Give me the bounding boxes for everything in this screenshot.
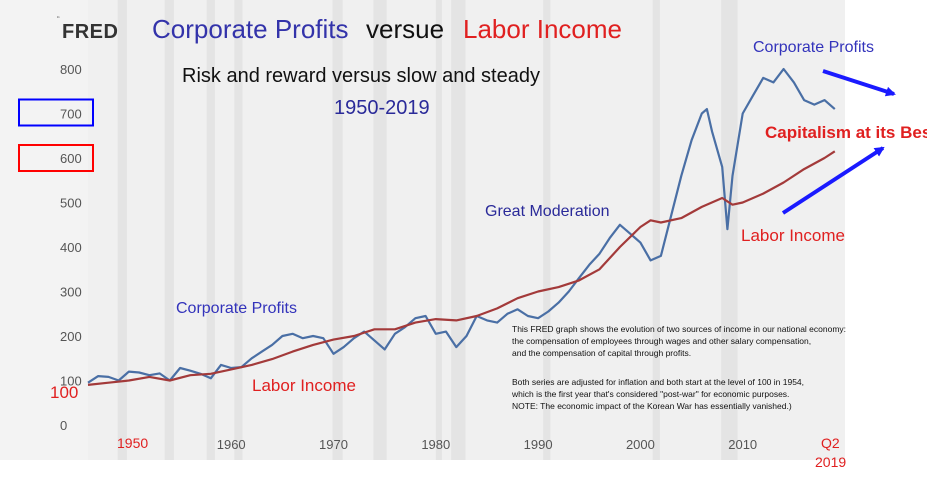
- y-tick-label: 700: [60, 107, 82, 122]
- chart-line-icon: “: [57, 15, 60, 24]
- series-lines: [87, 67, 836, 386]
- x-tick-label: 1960: [217, 437, 246, 452]
- x-tick-label: 1970: [319, 437, 348, 452]
- tick-700-highlight-box: [18, 98, 94, 127]
- label-100: 100: [50, 383, 78, 402]
- x-tick-label: 1990: [524, 437, 553, 452]
- plot-background: [0, 0, 845, 460]
- arrow-labor-income: [781, 146, 885, 215]
- y-axis-strip: [0, 0, 88, 460]
- recession-band: [373, 0, 387, 460]
- annotation-labor-income-right: Labor Income: [741, 226, 845, 245]
- annotation-capitalism: Capitalism at its Best: [765, 123, 927, 142]
- recession-bands: [117, 0, 738, 460]
- y-axis-ticks: 0 100 200 300 400 500 600 700 800: [60, 62, 82, 433]
- note-line: NOTE: The economic impact of the Korean …: [512, 401, 792, 411]
- title-versue: versue: [366, 14, 444, 44]
- y-tick-label: 600: [60, 151, 82, 166]
- recession-band: [652, 0, 660, 460]
- x-tick-label: 1980: [421, 437, 450, 452]
- fred-logo: “ FRED: [57, 15, 118, 43]
- recession-band: [543, 0, 551, 460]
- recession-band: [721, 0, 738, 460]
- title-labor-income: Labor Income: [463, 14, 622, 44]
- tick-600-highlight-box: [18, 144, 94, 172]
- y-tick-label: 300: [60, 285, 82, 300]
- y-tick-label: 500: [60, 196, 82, 211]
- note-line: This FRED graph shows the evolution of t…: [512, 324, 846, 334]
- x-axis-ticks: 1960 1970 1980 1990 2000 2010: [217, 437, 757, 452]
- recession-band: [164, 0, 174, 460]
- y-tick-label: 400: [60, 240, 82, 255]
- recession-band: [206, 0, 215, 460]
- chart-years: 1950-2019: [334, 97, 430, 119]
- x-tick-label: 2000: [626, 437, 655, 452]
- annotation-corporate-profits-left: Corporate Profits: [176, 300, 297, 317]
- chart-subtitle: Risk and reward versus slow and steady: [182, 65, 540, 87]
- label-2019: 2019: [815, 454, 846, 470]
- note-line: Both series are adjusted for inflation a…: [512, 377, 804, 387]
- annotation-labor-income-left: Labor Income: [252, 376, 356, 395]
- series-line-labor-income: [87, 150, 836, 386]
- y-tick-label: 100: [60, 374, 82, 389]
- note-paragraph: This FRED graph shows the evolution of t…: [511, 324, 846, 411]
- recession-band: [234, 0, 243, 460]
- arrow-corporate-profits: [822, 69, 896, 97]
- recession-band: [332, 0, 343, 460]
- annotation-great-moderation: Great Moderation: [485, 203, 610, 220]
- annotation-corporate-profits-top: Corporate Profits: [753, 39, 874, 56]
- label-q2: Q2: [821, 435, 840, 451]
- label-1950: 1950: [117, 435, 148, 451]
- fred-logo-text: FRED: [62, 21, 118, 43]
- title-corporate-profits: Corporate Profits: [152, 14, 349, 44]
- note-line: which is the first year that's considere…: [511, 389, 789, 399]
- y-tick-label: 800: [60, 62, 82, 77]
- recession-band: [117, 0, 127, 460]
- note-line: and the compensation of capital through …: [512, 348, 691, 358]
- y-tick-label: 200: [60, 329, 82, 344]
- note-line: the compensation of employees through wa…: [512, 336, 811, 346]
- y-tick-label: 0: [60, 418, 67, 433]
- x-tick-label: 2010: [728, 437, 757, 452]
- recession-band: [435, 0, 442, 460]
